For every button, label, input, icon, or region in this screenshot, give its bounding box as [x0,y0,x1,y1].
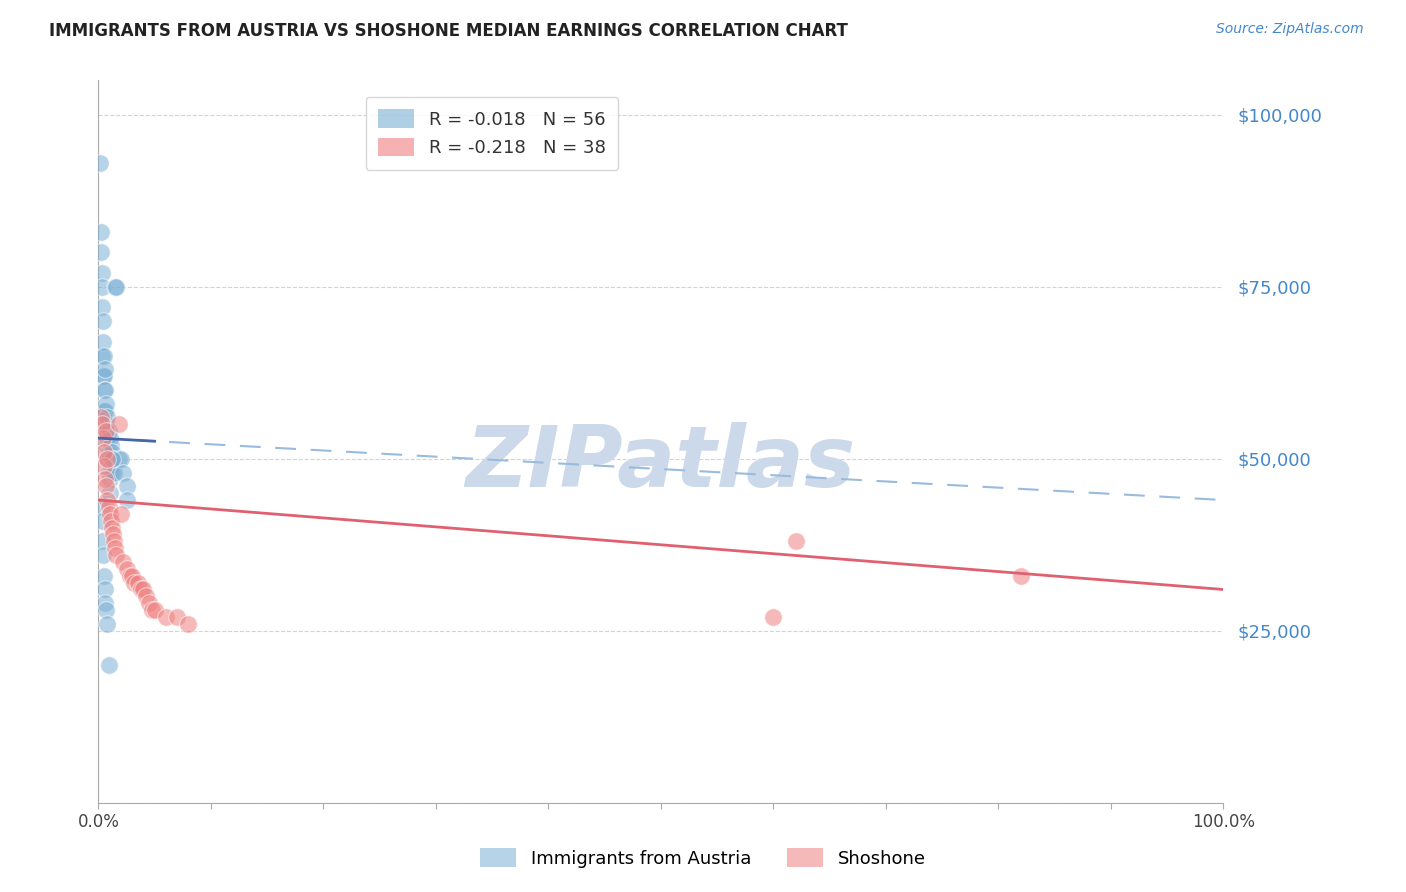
Point [110,507,132,521]
Point [101,466,124,480]
Point [110,451,132,466]
Point [166,610,188,624]
Point [115,479,138,493]
Point [107,417,129,432]
Point [90,417,112,432]
Point [96,616,118,631]
Point [97,445,120,459]
Point [1010,568,1032,582]
Point [93,369,115,384]
Point [98,507,121,521]
Point [90,279,112,293]
Point [91,314,114,328]
Point [96,479,118,493]
Point [141,603,163,617]
Point [103,534,125,549]
Point [177,616,200,631]
Point [91,334,114,349]
Point [98,472,121,486]
Point [138,596,160,610]
Legend: Immigrants from Austria, Shoshone: Immigrants from Austria, Shoshone [470,838,936,879]
Point [90,225,112,239]
Point [96,451,118,466]
Point [105,279,128,293]
Point [94,383,117,397]
Point [93,445,115,459]
Point [129,582,152,597]
Point [90,500,112,514]
Text: ZIPatlas: ZIPatlas [465,422,856,505]
Point [93,403,115,417]
Point [91,548,114,562]
Point [100,438,122,452]
Point [90,266,112,280]
Text: Source: ZipAtlas.com: Source: ZipAtlas.com [1216,22,1364,37]
Point [155,610,177,624]
Point [101,527,124,541]
Point [96,417,118,432]
Point [96,397,118,411]
Point [96,493,118,508]
Point [135,590,157,604]
Point [93,349,115,363]
Point [143,603,166,617]
Point [94,424,117,438]
Point [100,458,122,473]
Point [93,383,115,397]
Point [89,156,111,170]
Point [112,466,135,480]
Point [96,431,118,445]
Point [97,500,120,514]
Point [103,466,125,480]
Point [121,568,143,582]
Point [118,568,141,582]
Text: IMMIGRANTS FROM AUSTRIA VS SHOSHONE MEDIAN EARNINGS CORRELATION CHART: IMMIGRANTS FROM AUSTRIA VS SHOSHONE MEDI… [49,22,848,40]
Point [132,582,155,597]
Point [785,534,807,549]
Point [112,555,135,569]
Point [107,451,129,466]
Point [93,458,115,473]
Point [96,603,118,617]
Point [127,575,149,590]
Point [90,349,112,363]
Point [90,514,112,528]
Point [96,451,118,466]
Point [124,575,146,590]
Point [91,369,114,384]
Point [96,410,118,425]
Point [101,445,124,459]
Point [762,610,785,624]
Point [96,438,118,452]
Point [115,493,138,508]
Point [101,451,124,466]
Point [91,431,114,445]
Point [98,486,121,500]
Point [93,568,115,582]
Point [97,658,120,673]
Point [115,562,138,576]
Point [100,514,122,528]
Point [90,534,112,549]
Point [98,431,121,445]
Point [90,301,112,315]
Legend: R = -0.018   N = 56, R = -0.218   N = 38: R = -0.018 N = 56, R = -0.218 N = 38 [366,96,619,169]
Point [96,451,118,466]
Point [101,451,124,466]
Point [98,451,121,466]
Point [94,362,117,376]
Point [94,582,117,597]
Point [94,472,117,486]
Point [97,466,120,480]
Point [90,410,112,425]
Point [104,541,127,556]
Point [96,424,118,438]
Point [90,245,112,260]
Point [104,279,127,293]
Point [94,403,117,417]
Point [101,520,124,534]
Point [105,548,128,562]
Point [97,424,120,438]
Point [94,596,117,610]
